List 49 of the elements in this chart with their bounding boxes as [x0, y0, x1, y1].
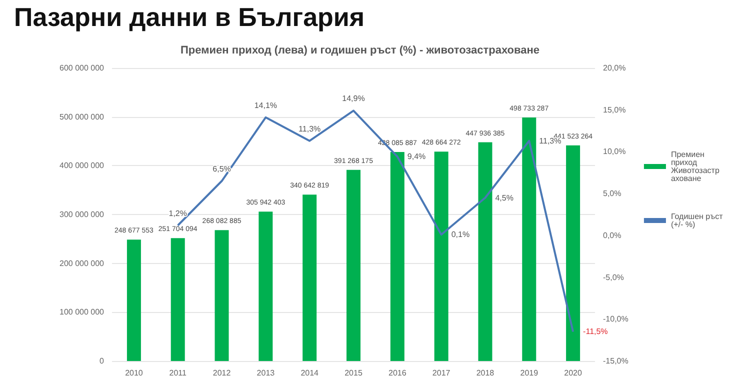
data-label: 9,4% — [407, 152, 426, 162]
x-tick-label: 2016 — [388, 368, 407, 378]
bar — [566, 145, 580, 361]
bar — [478, 142, 492, 361]
y-tick-label: 0 — [100, 356, 105, 366]
y-tick-label: 500 000 000 — [60, 112, 105, 122]
y2-tick-label: 5,0% — [603, 189, 622, 198]
x-tick-label: 2018 — [476, 368, 495, 378]
x-tick-label: 2015 — [344, 368, 363, 378]
y-tick-label: 100 000 000 — [60, 308, 105, 317]
y2-tick-label: -10,0% — [603, 314, 628, 324]
data-label: 1,2% — [168, 208, 187, 218]
y-tick-label: 200 000 000 — [60, 258, 105, 268]
bar — [346, 170, 360, 361]
y2-tick-label: -15,0% — [603, 356, 628, 366]
chart-title: Пазарни данни в България — [14, 2, 365, 33]
bar — [214, 230, 229, 361]
data-label: 4,5% — [495, 193, 514, 202]
y2-tick-label: 0,0% — [603, 230, 622, 240]
x-tick-label: 2019 — [520, 368, 539, 378]
x-tick-label: 2010 — [125, 368, 144, 378]
x-tick-label: 2011 — [169, 368, 188, 378]
bar — [390, 152, 404, 361]
y2-tick-label: 10,0% — [603, 147, 626, 156]
chart-subtitle: Премиен приход (лева) и годишен ръст (%) - животозастраховане — [180, 44, 540, 56]
legend-label: Премиен приход Животозастраховане — [670, 150, 720, 183]
legend-label: Годишен ръст (+/- %) — [670, 212, 726, 229]
data-label: 11,3% — [298, 124, 321, 134]
bar — [126, 240, 141, 361]
data-label: 14,9% — [342, 94, 365, 104]
y2-tick-label: 20,0% — [603, 64, 626, 72]
y-tick-label: 400 000 000 — [60, 161, 105, 170]
y-tick-label: 600 000 000 — [60, 64, 105, 72]
bar — [522, 117, 536, 361]
y-tick-label: 300 000 000 — [60, 210, 105, 219]
bar — [258, 212, 273, 361]
data-label: -11,5% — [583, 327, 608, 336]
x-tick-label: 2017 — [432, 368, 451, 378]
bar — [170, 238, 185, 361]
x-tick-label: 2014 — [300, 368, 320, 378]
data-label: 14,1% — [254, 100, 278, 110]
data-label: 0,1% — [451, 230, 470, 240]
bar — [434, 152, 448, 361]
x-tick-label: 2012 — [212, 368, 232, 378]
x-tick-label: 2013 — [256, 368, 276, 378]
bar — [302, 194, 317, 361]
y2-tick-label: 15,0% — [603, 105, 626, 114]
y2-tick-label: -5,0% — [603, 272, 624, 282]
x-tick-label: 2020 — [564, 368, 582, 378]
